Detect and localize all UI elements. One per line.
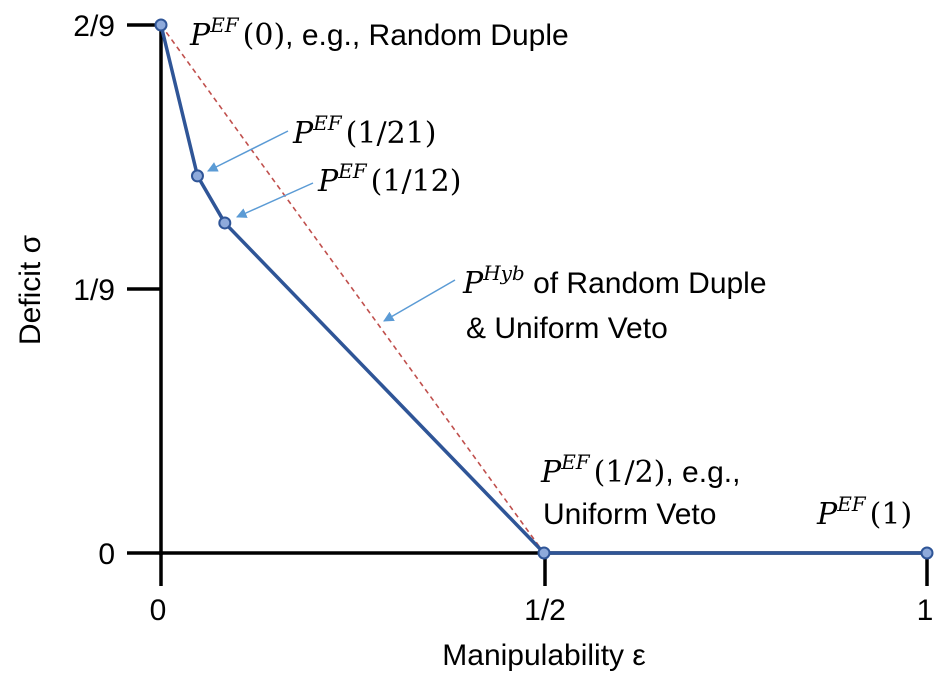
p12-base: P [317, 164, 339, 199]
axes [127, 22, 929, 586]
p21-sup: EF [312, 111, 343, 135]
ef-point-1 [190, 169, 204, 183]
p1-sup: EF [836, 492, 867, 516]
annotation-p0: PEF (0), e.g., Random Duple [189, 13, 569, 53]
x-tick-label-1: 1 [917, 594, 934, 627]
annotation-p21: PEF (1/21) [292, 111, 436, 151]
series-hybrid-line [160, 24, 545, 554]
p0-sup: EF [209, 13, 240, 37]
plot-layer [154, 18, 934, 560]
arrow-p21 [207, 130, 289, 172]
arrow-p12 [236, 182, 314, 218]
y-axis-title: Deficit σ [14, 234, 47, 345]
arrow-phyb [383, 279, 456, 322]
annotation-phyb: PHyb of Random Duple [462, 261, 767, 301]
annotations: PEF (0), e.g., Random Duple PEF (1/21) PEF… [189, 13, 912, 532]
p0-base: P [189, 18, 211, 53]
annotation-p1: PEF (1) [816, 492, 912, 532]
ef-point-3 [537, 546, 551, 560]
ef-point-4 [920, 546, 934, 560]
phyb-base: P [462, 266, 484, 301]
p12-sup: EF [337, 159, 368, 183]
p21-arg: (1/21) [346, 116, 437, 151]
y-tick-label-0: 0 [98, 538, 115, 571]
annotation-arrows [207, 130, 456, 322]
p1-arg: (1) [870, 497, 913, 532]
tick-labels: 2/9 1/9 0 0 1/2 1 [73, 10, 933, 627]
p1-base: P [816, 497, 838, 532]
annotation-p12: PEF (1/12) [317, 159, 461, 199]
annotation-phalf: PEF (1/2), e.g., [540, 450, 740, 490]
p0-rest: , e.g., Random Duple [285, 19, 569, 52]
p0-arg: (0) [243, 18, 286, 53]
ef-point-0 [154, 18, 168, 32]
annotation-phalf-line2: Uniform Veto [543, 498, 716, 531]
x-tick-label-0: 0 [150, 594, 167, 627]
annotation-phyb-line2: & Uniform Veto [466, 312, 668, 345]
phyb-sup: Hyb [482, 261, 525, 285]
y-tick-label-1-9: 1/9 [73, 274, 115, 307]
phyb-rest: of Random Duple [525, 267, 767, 300]
y-tick-label-2-9: 2/9 [73, 10, 115, 43]
phalf-arg: (1/2) [594, 455, 666, 490]
phalf-rest: , e.g., [665, 456, 740, 489]
x-axis-title: Manipulability ε [442, 639, 645, 672]
p12-arg: (1/12) [371, 164, 462, 199]
p21-base: P [292, 116, 314, 151]
phalf-sup: EF [560, 450, 591, 474]
x-tick-label-half: 1/2 [524, 594, 566, 627]
phalf-base: P [540, 455, 562, 490]
ef-point-2 [218, 216, 232, 230]
